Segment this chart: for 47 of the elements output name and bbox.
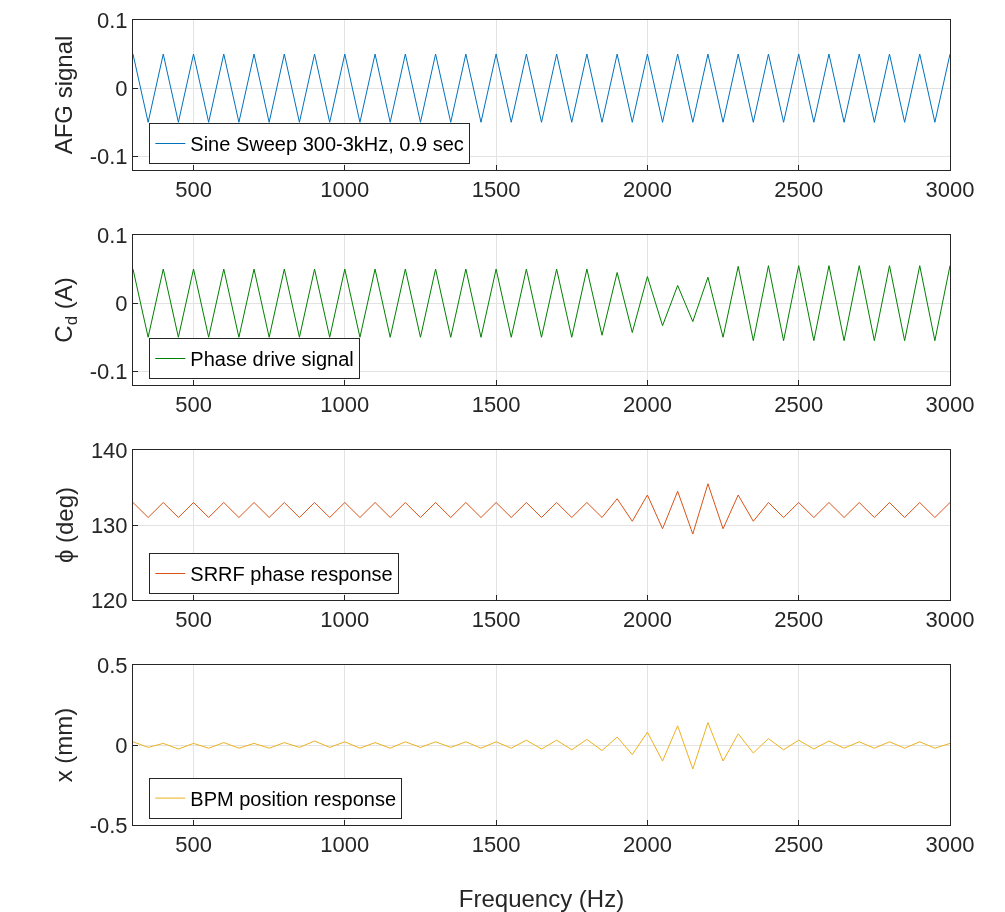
- y-axis-title: x (mm): [49, 707, 77, 783]
- x-tick-label: 1000: [320, 392, 370, 418]
- y-axis-title: ϕ (deg): [50, 486, 78, 564]
- x-tick-label: 3000: [925, 177, 975, 203]
- x-tick-label: 2000: [622, 177, 672, 203]
- x-tick-label: 2500: [774, 177, 824, 203]
- x-tick-label: 2500: [774, 392, 824, 418]
- x-tick-label: 1000: [320, 607, 370, 633]
- y-tick-label: 130: [90, 512, 128, 538]
- legend-label: SRRF phase response: [190, 563, 393, 586]
- line-series: [133, 265, 950, 342]
- y-tick-label: 0.1: [97, 222, 128, 248]
- x-tick-label: 2500: [774, 607, 824, 633]
- x-tick-label: 500: [175, 177, 212, 203]
- y-tick-label: -0.1: [89, 359, 128, 385]
- y-tick-label: -0.1: [89, 144, 128, 170]
- x-tick-label: 3000: [925, 607, 975, 633]
- x-tick-label: 2000: [622, 832, 672, 858]
- legend-label: Phase drive signal: [190, 348, 354, 371]
- x-tick-label: 2500: [774, 832, 824, 858]
- x-tick-label: 1500: [471, 392, 521, 418]
- line-series: [133, 722, 950, 770]
- y-tick-label: 140: [90, 437, 128, 463]
- x-tick-label: 2000: [622, 607, 672, 633]
- y-tick-label: 0: [115, 290, 128, 316]
- y-tick-label: 0: [115, 75, 128, 101]
- y-tick-label: 0.5: [97, 652, 128, 678]
- x-tick-label: 500: [175, 832, 212, 858]
- line-series: [133, 483, 950, 535]
- x-tick-label: 1500: [471, 607, 521, 633]
- x-tick-label: 3000: [925, 832, 975, 858]
- y-tick-label: 0.1: [97, 7, 128, 33]
- x-tick-label: 1000: [320, 177, 370, 203]
- y-tick-label: -0.5: [89, 812, 128, 838]
- y-tick-label: 0: [115, 732, 128, 758]
- x-tick-label: 1000: [320, 832, 370, 858]
- x-tick-label: 1500: [471, 832, 521, 858]
- legend-label: BPM position response: [190, 787, 397, 810]
- legend-label: Sine Sweep 300-3kHz, 0.9 sec: [190, 133, 464, 156]
- x-tick-label: 500: [175, 607, 212, 633]
- x-tick-label: 500: [175, 392, 212, 418]
- x-tick-label: 3000: [925, 392, 975, 418]
- y-axis-title: AFG signal: [49, 35, 77, 155]
- x-axis-title: Frequency (Hz): [458, 885, 625, 912]
- x-tick-label: 2000: [622, 392, 672, 418]
- x-tick-label: 1500: [471, 177, 521, 203]
- y-tick-label: 120: [90, 587, 128, 613]
